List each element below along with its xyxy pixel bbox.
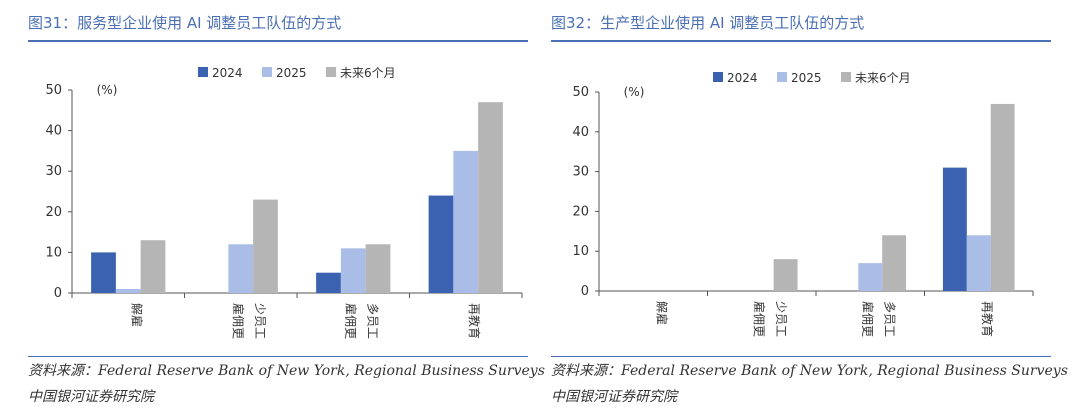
category-label: 多员工: [882, 301, 896, 337]
y-tick-label: 40: [45, 124, 62, 139]
y-tick-label: 50: [45, 83, 62, 98]
legend-label: 2024: [727, 71, 758, 85]
y-tick-label: 20: [45, 205, 62, 220]
y-tick-label: 40: [572, 125, 589, 140]
y-tick-label: 30: [572, 165, 589, 180]
legend-label: 2025: [276, 66, 307, 80]
y-tick-label: 50: [572, 85, 589, 100]
legend-label: 2024: [212, 66, 243, 80]
title-rule: [28, 40, 528, 42]
org-note: 中国银河证券研究院: [551, 389, 677, 405]
y-tick-label: 20: [572, 204, 589, 219]
legend-swatch: [262, 67, 272, 77]
chart-title: 图32：生产型企业使用 AI 调整员工队伍的方式: [551, 14, 865, 32]
bar-2024: [428, 195, 454, 293]
bar-未来6个月: [365, 244, 391, 293]
category-label: 雇佣更: [860, 301, 875, 337]
bar-2025: [858, 263, 883, 291]
bar-未来6个月: [140, 240, 166, 293]
y-unit-label: (%): [624, 85, 645, 99]
bar-2024: [91, 252, 116, 293]
y-tick-label: 10: [572, 244, 589, 259]
legend-swatch: [198, 67, 208, 77]
org-note: 中国银河证券研究院: [28, 389, 154, 405]
source-rule: [28, 356, 528, 357]
legend-label: 2025: [791, 71, 822, 85]
category-label: 多员工: [365, 303, 379, 339]
legend-swatch: [326, 67, 336, 77]
category-label: 雇佣更: [231, 303, 246, 339]
legend-label: 未来6个月: [340, 66, 396, 80]
legend-swatch: [777, 72, 787, 82]
source-rule: [551, 356, 1051, 357]
category-label: 雇佣更: [343, 303, 358, 339]
category-label: 解雇: [654, 301, 669, 325]
bar-2024: [942, 167, 967, 291]
category-label: 少员工: [253, 303, 267, 339]
chart-title: 图31：服务型企业使用 AI 调整员工队伍的方式: [28, 14, 342, 32]
title-rule: [551, 40, 1051, 42]
y-unit-label: (%): [97, 83, 118, 97]
bar-2025: [966, 235, 991, 291]
y-tick-label: 30: [45, 164, 62, 179]
legend-label: 未来6个月: [855, 71, 911, 85]
category-label: 再教育: [467, 303, 482, 339]
bar-未来6个月: [253, 199, 278, 293]
bar-2024: [316, 272, 341, 293]
bar-2025: [453, 150, 479, 293]
chart-panel-right: 图32：生产型企业使用 AI 调整员工队伍的方式 0 10 20 30 40 50 (%) 解…: [551, 0, 1068, 416]
category-label: 少员工: [774, 301, 788, 337]
bar-未来6个月: [773, 259, 798, 291]
source-note: 资料来源：Federal Reserve Bank of New York, R…: [551, 363, 1068, 379]
y-tick-label: 0: [54, 286, 62, 301]
chart-panel-left: 图31：服务型企业使用 AI 调整员工队伍的方式 0 10 20 30 40 50 (%) 解…: [28, 0, 545, 416]
category-label: 再教育: [980, 301, 995, 337]
bar-未来6个月: [882, 235, 907, 291]
y-tick-label: 0: [581, 284, 589, 299]
category-label: 雇佣更: [752, 301, 767, 337]
bar-未来6个月: [478, 102, 503, 294]
bar-未来6个月: [990, 103, 1015, 291]
y-tick-label: 10: [45, 245, 62, 260]
legend-swatch: [841, 72, 851, 82]
bar-2025: [115, 288, 141, 293]
bar-2025: [228, 244, 254, 293]
category-label: 解雇: [129, 303, 144, 327]
legend-swatch: [713, 72, 723, 82]
bar-2025: [340, 248, 366, 293]
source-note: 资料来源：Federal Reserve Bank of New York, R…: [28, 363, 545, 379]
